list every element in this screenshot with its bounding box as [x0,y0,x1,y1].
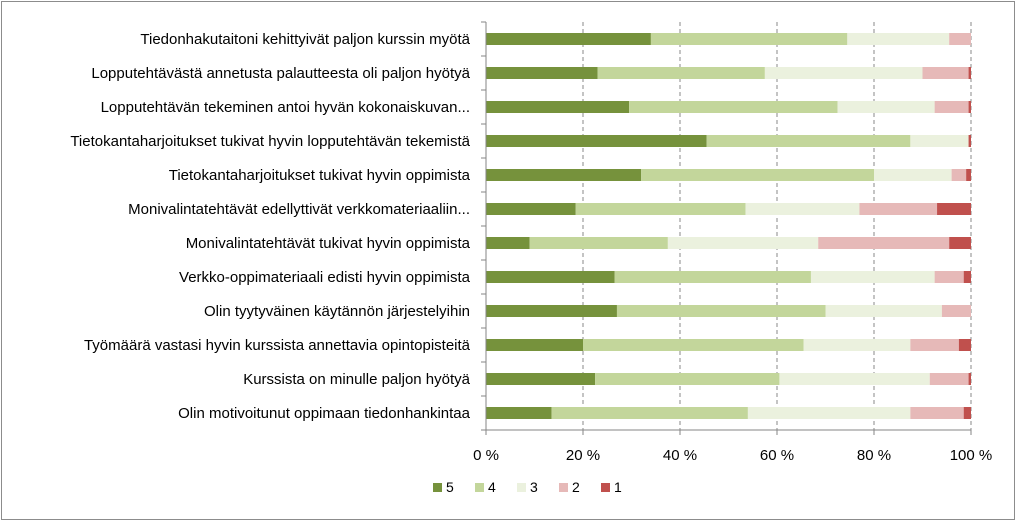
category-label: Monivalintatehtävät tukivat hyvin oppimi… [186,235,471,252]
bar-segment-2 [941,305,971,317]
legend-swatch [559,483,568,492]
x-tick-label: 80 % [857,447,891,464]
bar-segment-5 [486,305,617,317]
bar-segment-1 [963,407,971,419]
bar-segment-2 [922,67,969,79]
bars [486,33,971,419]
bar-segment-5 [486,203,576,215]
bar-segment-5 [486,407,552,419]
bar-segment-2 [934,271,964,283]
bar-segment-2 [934,101,969,113]
bar-segment-5 [486,33,651,45]
bar-segment-5 [486,101,630,113]
legend-label: 1 [614,479,622,495]
bar-segment-5 [486,135,707,147]
bar-segment-4 [641,169,874,181]
bar-segment-1 [958,339,971,351]
bar-segment-3 [745,203,860,215]
bar-segment-2 [910,339,959,351]
legend-swatch [433,483,442,492]
category-label: Työmäärä vastasi hyvin kurssista annetta… [84,337,471,354]
bar-segment-1 [968,67,971,79]
bar-segment-3 [764,67,923,79]
legend-item-5: 5 [433,479,454,495]
category-label: Verkko-oppimateriaali edisti hyvin oppim… [179,269,471,286]
bar-segment-3 [747,407,911,419]
bar-segment-3 [847,33,950,45]
bar-segment-1 [968,373,971,385]
bar-segment-4 [583,339,804,351]
category-label: Olin tyytyväinen käytännön järjestelyihi… [204,303,470,320]
legend-swatch [517,483,526,492]
bar-segment-4 [650,33,848,45]
bar-segment-5 [486,373,596,385]
bar-segment-2 [818,237,950,249]
category-label: Tiedonhakutaitoni kehittyivät paljon kur… [140,31,470,48]
bar-segment-4 [551,407,748,419]
category-label: Tietokantaharjoitukset tukivat hyvin opp… [169,167,471,184]
bar-segment-4 [575,203,746,215]
bar-segment-2 [951,169,967,181]
bar-segment-3 [910,135,969,147]
x-tick-labels: 0 % 20 % 40 % 60 % 80 % 100 % [473,447,992,464]
x-tick-label: 20 % [566,447,600,464]
bar-segment-1 [949,237,971,249]
category-label: Olin motivoitunut oppimaan tiedonhankint… [178,405,471,422]
bar-segment-4 [706,135,911,147]
legend-label: 2 [572,479,580,495]
bar-segment-3 [803,339,911,351]
bar-segment-1 [968,101,971,113]
bar-segment-1 [968,135,971,147]
bar-segment-3 [825,305,942,317]
bar-segment-2 [859,203,938,215]
bar-segment-3 [874,169,952,181]
x-tick-label: 60 % [760,447,794,464]
bar-segment-5 [486,67,598,79]
category-label: Tietokantaharjoitukset tukivat hyvin lop… [70,133,470,150]
bar-segment-4 [595,373,780,385]
bar-segment-5 [486,237,530,249]
bar-segment-4 [614,271,811,283]
category-label: Lopputehtävästä annetusta palautteesta o… [91,65,470,82]
legend-label: 4 [488,479,496,495]
axes [481,21,972,435]
legend: 5 4 3 2 1 [433,479,622,495]
category-label: Monivalintatehtävät edellyttivät verkkom… [128,201,470,218]
legend-label: 5 [446,479,454,495]
bar-segment-3 [810,271,935,283]
legend-item-1: 1 [601,479,622,495]
bar-segment-5 [486,169,642,181]
bar-segment-1 [963,271,971,283]
bar-segment-2 [910,407,964,419]
legend-item-4: 4 [475,479,496,495]
gridlines [582,22,972,430]
legend-item-3: 3 [517,479,538,495]
bar-segment-1 [937,203,971,215]
x-tick-label: 100 % [950,447,993,464]
bar-segment-4 [597,67,765,79]
x-tick-label: 0 % [473,447,499,464]
bar-segment-2 [949,33,971,45]
bar-segment-5 [486,339,583,351]
bar-segment-3 [837,101,935,113]
legend-swatch [601,483,610,492]
bar-segment-2 [929,373,969,385]
legend-swatch [475,483,484,492]
legend-item-2: 2 [559,479,580,495]
bar-segment-4 [529,237,668,249]
legend-label: 3 [530,479,538,495]
bar-segment-3 [779,373,930,385]
bar-segment-4 [616,305,826,317]
category-label: Lopputehtävän tekeminen antoi hyvän koko… [101,99,470,116]
bar-segment-5 [486,271,615,283]
bar-segment-4 [629,101,838,113]
bar-segment-1 [966,169,971,181]
category-label: Kurssista on minulle paljon hyötyä [243,371,470,388]
x-tick-label: 40 % [663,447,697,464]
category-labels: Tiedonhakutaitoni kehittyivät paljon kur… [70,31,470,422]
bar-segment-3 [667,237,819,249]
